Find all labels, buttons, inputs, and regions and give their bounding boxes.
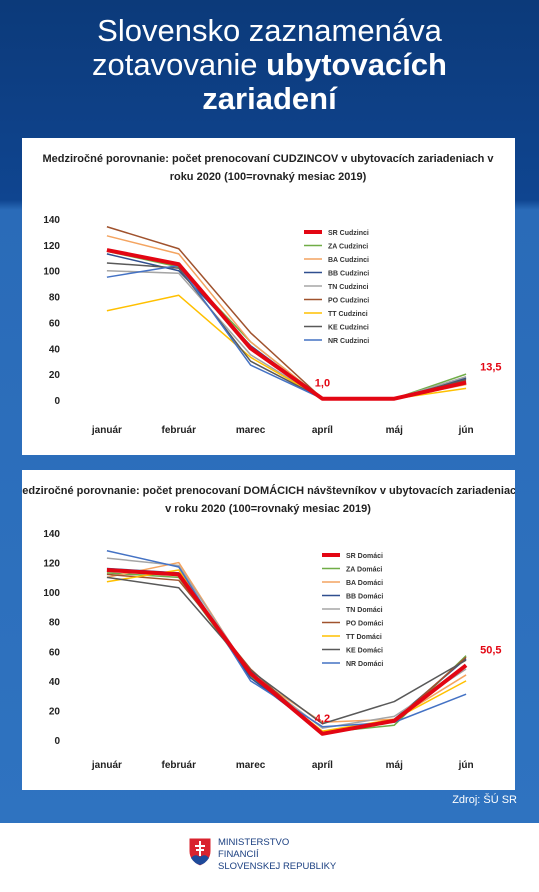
data-label: 4,2 [315, 713, 330, 725]
data-label: 1,0 [315, 378, 330, 390]
legend-label: SR Domáci [346, 553, 383, 560]
legend-label: PO Domáci [346, 621, 383, 628]
series-line [106, 561, 467, 724]
y-tick-label: 20 [49, 370, 61, 381]
y-tick-label: 60 [49, 318, 61, 329]
y-tick-label: 120 [43, 241, 60, 252]
legend-label: PO Cudzinci [328, 298, 369, 305]
legend-label: KE Cudzinci [328, 325, 369, 332]
logo-line: MINISTERSTVO [218, 837, 290, 848]
legend-label: BB Cudzinci [328, 271, 369, 278]
x-tick-label: marec [236, 425, 266, 436]
legend-label: NR Domáci [346, 661, 383, 668]
y-tick-label: 140 [43, 529, 60, 540]
y-tick-label: 40 [49, 344, 61, 355]
series-line [106, 248, 467, 401]
x-tick-label: marec [236, 760, 266, 771]
x-tick-label: január [91, 425, 122, 436]
x-tick-label: apríl [312, 760, 333, 771]
x-tick-label: máj [386, 760, 403, 771]
x-tick-label: jún [458, 425, 474, 436]
logo-line: FINANCIÍ [218, 849, 259, 860]
title-regular: Slovensko zaznamenáva zotavovanie [92, 13, 442, 82]
series-line [106, 576, 467, 725]
chart-title: Medziročné porovnanie: počet prenocovaní… [22, 484, 515, 515]
y-tick-label: 120 [43, 559, 60, 570]
legend-label: BA Cudzinci [328, 257, 369, 264]
legend-label: TN Cudzinci [328, 284, 368, 291]
legend-label: TT Cudzinci [328, 311, 368, 318]
y-tick-label: 40 [49, 677, 61, 688]
series-line [106, 294, 467, 400]
data-label: 50,5 [480, 644, 501, 656]
series-line [106, 567, 468, 736]
y-tick-label: 0 [54, 736, 60, 747]
x-tick-label: február [162, 425, 197, 436]
y-tick-label: 20 [49, 706, 61, 717]
legend-label: TT Domáci [346, 634, 382, 641]
headline: Slovensko zaznamenáva zotavovanie ubytov… [40, 14, 499, 116]
legend-label: SR Cudzinci [328, 230, 369, 237]
footer: MINISTERSTVO FINANCIÍ SLOVENSKEJ REPUBLI… [0, 823, 539, 892]
y-tick-label: 80 [49, 618, 61, 629]
legend-label: BB Domáci [346, 594, 383, 601]
y-tick-label: 100 [43, 588, 60, 599]
legend-label: TN Domáci [346, 607, 383, 614]
coat-of-arms [188, 837, 212, 867]
ministry-name: MINISTERSTVO FINANCIÍ SLOVENSKEJ REPUBLI… [218, 837, 336, 873]
y-tick-label: 100 [43, 267, 60, 278]
legend-label: ZA Domáci [346, 567, 382, 574]
x-tick-label: jún [458, 760, 474, 771]
x-tick-label: apríl [312, 425, 333, 436]
x-tick-label: január [91, 760, 122, 771]
legend-label: NR Cudzinci [328, 338, 369, 345]
legend-label: KE Domáci [346, 648, 383, 655]
chart-1: Medziročné porovnanie: počet prenocovaní… [22, 138, 515, 455]
y-tick-label: 140 [43, 215, 60, 226]
legend-label: ZA Cudzinci [328, 244, 368, 251]
source: Zdroj: ŠÚ SR [452, 794, 517, 806]
chart-2: Medziročné porovnanie: počet prenocovaní… [22, 470, 515, 790]
y-tick-label: 0 [54, 396, 60, 407]
chart-title: Medziročné porovnanie: počet prenocovaní… [42, 153, 494, 183]
x-tick-label: máj [386, 425, 403, 436]
data-label: 13,5 [480, 362, 501, 374]
title-bold: ubytovacích zariadení [202, 47, 447, 116]
logo-line: SLOVENSKEJ REPUBLIKY [218, 861, 337, 872]
y-tick-label: 80 [49, 293, 61, 304]
legend-label: BA Domáci [346, 580, 383, 587]
y-tick-label: 60 [49, 647, 61, 658]
x-tick-label: február [162, 760, 197, 771]
